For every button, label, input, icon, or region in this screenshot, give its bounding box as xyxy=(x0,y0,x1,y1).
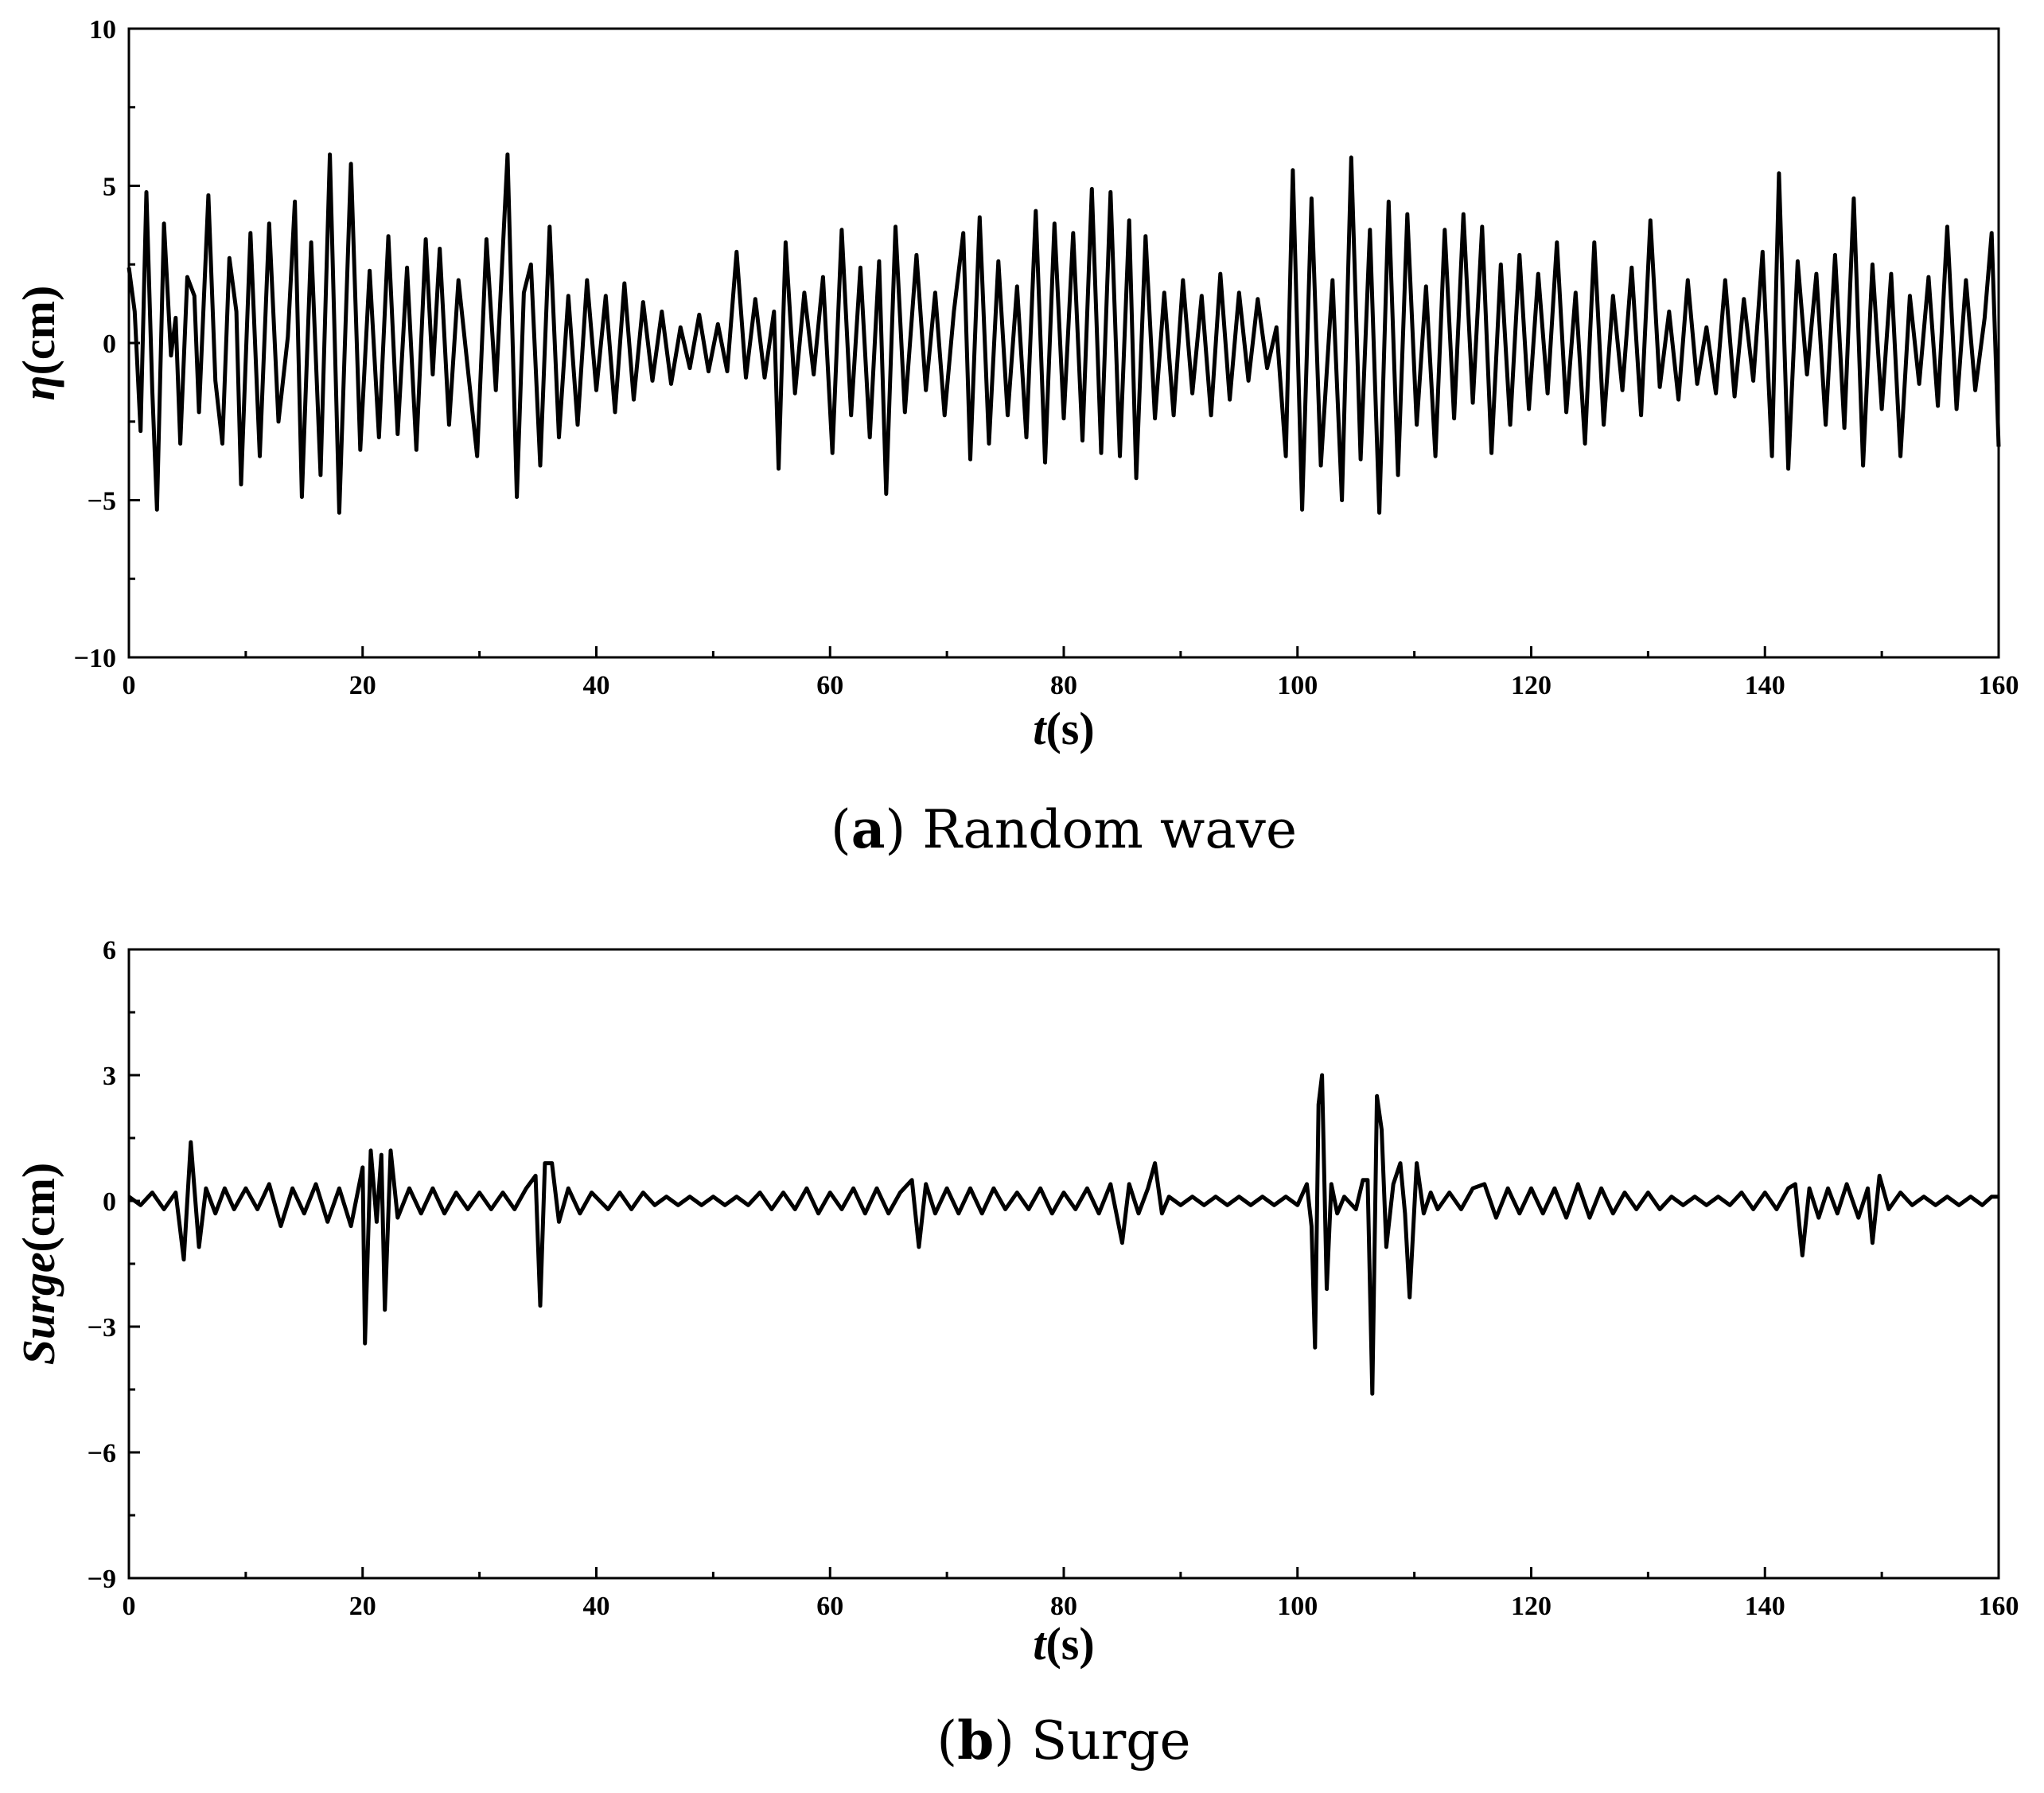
x-tick-label: 120 xyxy=(1511,1592,1551,1621)
x-tick-label: 40 xyxy=(583,671,610,700)
caption-b: (b) Surge xyxy=(936,1709,1190,1772)
x-tick-label: 160 xyxy=(1979,1592,2019,1621)
x-axis-label-a-var: t xyxy=(1033,703,1047,754)
y-tick-label: 6 xyxy=(103,936,116,965)
y-axis-label-b-unit: (cm) xyxy=(13,1163,64,1253)
x-axis-label-a: t(s) xyxy=(1033,703,1094,754)
y-tick-label: 10 xyxy=(89,15,116,45)
x-tick-label: 60 xyxy=(816,671,843,700)
x-tick-label: 160 xyxy=(1979,671,2019,700)
y-tick-label: 3 xyxy=(103,1062,116,1091)
tick-labels-a: 0 20 40 60 80 100 120 140 160 −10 −5 0 5 10 xyxy=(74,15,2019,700)
tick-labels-b: 0 20 40 60 80 100 120 140 160 −9 −6 −3 0 3 6 xyxy=(88,936,2019,1621)
y-tick-label: −5 xyxy=(88,487,116,516)
ticks-b xyxy=(127,948,2000,1580)
x-tick-label: 100 xyxy=(1277,671,1318,700)
y-axis-label-b: Surge(cm) xyxy=(13,1163,64,1366)
caption-b-text: Surge xyxy=(1014,1710,1191,1772)
x-tick-label: 0 xyxy=(123,1592,136,1621)
y-axis-label-a: η(cm) xyxy=(13,286,64,401)
y-tick-label: 0 xyxy=(103,329,116,359)
y-tick-label: 5 xyxy=(103,173,116,202)
x-tick-label: 140 xyxy=(1745,1592,1785,1621)
y-tick-label: −10 xyxy=(74,644,116,673)
x-tick-label: 100 xyxy=(1277,1592,1318,1621)
x-tick-label: 60 xyxy=(816,1592,843,1621)
panel-surge: 0 20 40 60 80 100 120 140 160 −9 −6 −3 0 3 6 t(s) Surg… xyxy=(13,936,2019,1772)
x-tick-label: 80 xyxy=(1050,671,1077,700)
x-axis-label-b-var: t xyxy=(1033,1618,1047,1670)
x-axis-label-a-unit: (s) xyxy=(1045,703,1094,754)
x-axis-label-b-unit: (s) xyxy=(1045,1618,1094,1670)
series-line-surge xyxy=(127,1073,1999,1396)
y-axis-label-a-unit: (cm) xyxy=(13,286,64,376)
plot-frame-b xyxy=(127,948,2000,1580)
x-axis-label-b: t(s) xyxy=(1033,1618,1094,1670)
series-line-random-wave xyxy=(127,152,2001,515)
panel-random-wave: 0 20 40 60 80 100 120 140 160 −10 −5 0 5 10 t(s) η(cm… xyxy=(13,15,2019,860)
x-tick-label: 140 xyxy=(1745,671,1785,700)
x-tick-label: 20 xyxy=(349,671,376,700)
caption-b-letter: b xyxy=(957,1709,994,1772)
x-tick-label: 120 xyxy=(1511,671,1551,700)
x-tick-label: 40 xyxy=(583,1592,610,1621)
y-axis-label-b-var: Surge xyxy=(13,1252,64,1365)
y-tick-label: 0 xyxy=(103,1187,116,1217)
caption-a-letter: a xyxy=(851,798,886,860)
caption-a-text: Random wave xyxy=(905,799,1297,860)
y-tick-label: −6 xyxy=(88,1439,116,1468)
caption-a: (a) Random wave xyxy=(831,798,1297,860)
y-tick-label: −3 xyxy=(88,1313,116,1343)
x-tick-label: 80 xyxy=(1050,1592,1077,1621)
x-tick-label: 20 xyxy=(349,1592,376,1621)
x-tick-label: 0 xyxy=(123,671,136,700)
y-tick-label: −9 xyxy=(88,1565,116,1594)
y-axis-label-a-var: η xyxy=(13,375,64,400)
